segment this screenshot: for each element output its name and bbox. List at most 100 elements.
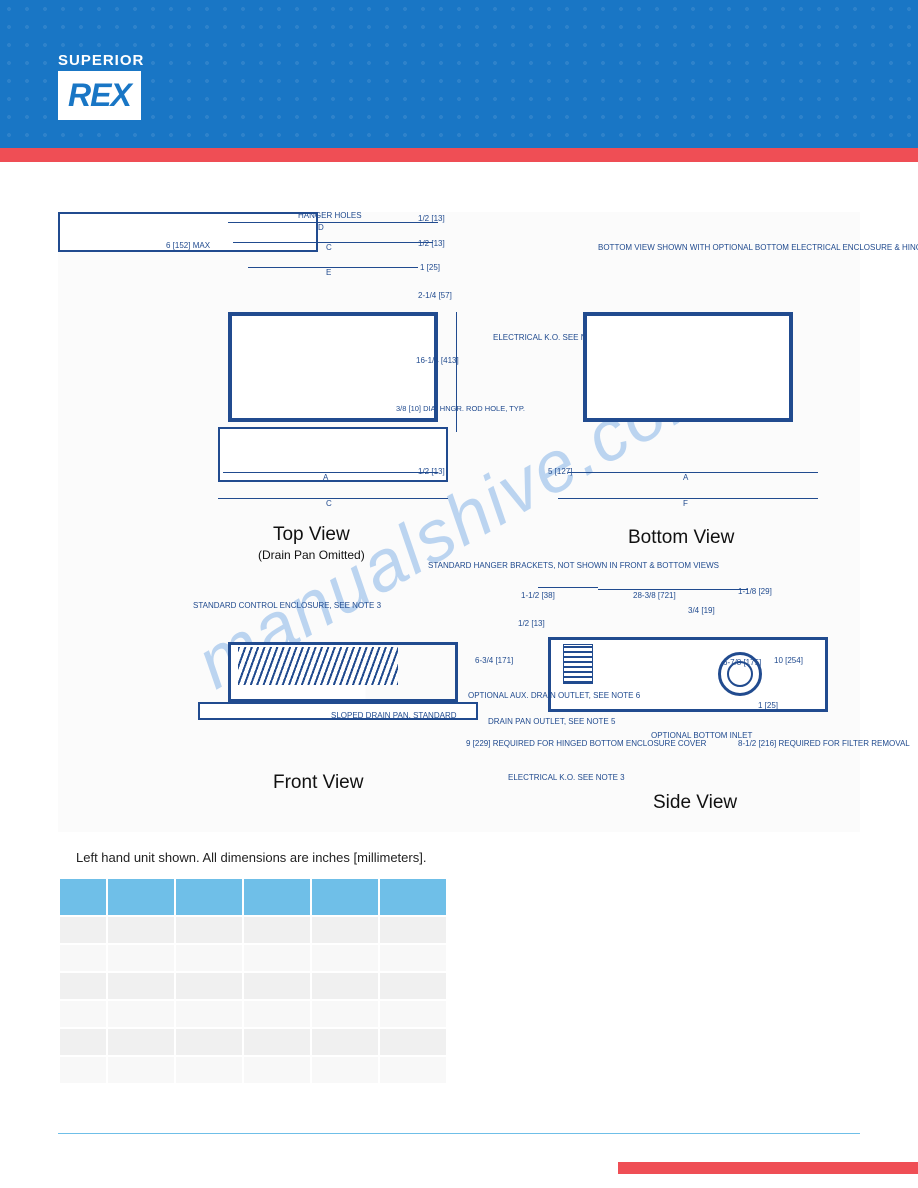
label-3qtr: 3/4 [19]: [688, 607, 715, 616]
label-6max: 6 [152] MAX: [166, 242, 210, 251]
label-6-7-8: 6-7/8 [175]: [723, 659, 761, 668]
top-view-subtitle: (Drain Pan Omitted): [258, 548, 365, 562]
label-c: C: [326, 244, 332, 253]
dim-line: [456, 312, 457, 432]
diagram-area: manualshive.com HANGER HOLES D C E 6 [15…: [58, 212, 860, 832]
label-d: D: [318, 224, 324, 233]
table-cell: [107, 972, 175, 1000]
label-a: A: [323, 474, 328, 483]
side-view-title: Side View: [653, 792, 737, 814]
bottom-view-title: Bottom View: [628, 527, 734, 549]
top-view-title: Top View (Drain Pan Omitted): [258, 524, 365, 562]
table-cell: [243, 916, 311, 944]
table-row: [59, 944, 447, 972]
table-cell: [243, 1056, 311, 1084]
table-cell: [59, 1028, 107, 1056]
table-cell: [311, 1028, 379, 1056]
label-filter: 8-1/2 [216] REQUIRED FOR FILTER REMOVAL: [738, 740, 910, 749]
table-cell: [175, 916, 243, 944]
side-view-coil: [563, 644, 593, 684]
label-1half38: 1-1/2 [38]: [521, 592, 555, 601]
table-cell: [175, 944, 243, 972]
dim-line: [233, 242, 433, 243]
label-half-d: 1/2 [13]: [518, 620, 545, 629]
label-half-c: 1/2 [13]: [418, 468, 445, 477]
table-cell: [59, 972, 107, 1000]
table-row: [59, 972, 447, 1000]
table-row: [59, 1028, 447, 1056]
label-28: 28-3/8 [721]: [633, 592, 676, 601]
brand-top-word: SUPERIOR: [58, 52, 144, 69]
table-cell: [243, 1000, 311, 1028]
table-header-row: [59, 878, 447, 916]
table-cell: [379, 972, 447, 1000]
label-f: F: [683, 500, 688, 509]
table-cell: [243, 1028, 311, 1056]
table-cell: [59, 944, 107, 972]
table-cell: [243, 972, 311, 1000]
label-hanger-brk: STANDARD HANGER BRACKETS, NOT SHOWN IN F…: [428, 562, 719, 571]
label-sloped: SLOPED DRAIN PAN, STANDARD: [331, 712, 457, 721]
table-cell: [311, 916, 379, 944]
page-content: manualshive.com HANGER HOLES D C E 6 [15…: [0, 162, 918, 1085]
brand-name: REX: [68, 77, 131, 113]
table-row: [59, 1056, 447, 1084]
label-hanger: HANGER HOLES: [298, 212, 362, 221]
label-rodhole: 3/8 [10] DIA. HNGR. ROD HOLE, TYP.: [396, 405, 525, 413]
table-cell: [59, 916, 107, 944]
label-1-25b: 1 [25]: [758, 702, 778, 711]
header-accent-bar: [0, 148, 918, 162]
table-cell: [175, 972, 243, 1000]
table-cell: [379, 944, 447, 972]
dim-line: [218, 498, 448, 499]
dim-line: [228, 222, 438, 223]
front-view-coil: [238, 647, 398, 685]
dimensions-table: [58, 877, 448, 1085]
dimensions-note: Left hand unit shown. All dimensions are…: [76, 850, 860, 865]
bottom-view-body: [583, 312, 793, 422]
table-cell: [175, 1000, 243, 1028]
brand-box: REX: [58, 71, 141, 120]
col-5: [379, 878, 447, 916]
label-5-127: 5 [127]: [548, 468, 572, 477]
table-cell: [379, 916, 447, 944]
table-row: [59, 1000, 447, 1028]
dim-line: [223, 472, 438, 473]
label-2qtr: 2-1/4 [57]: [418, 292, 452, 301]
table-cell: [107, 1000, 175, 1028]
label-std-ctrl: STANDARD CONTROL ENCLOSURE, SEE NOTE 3: [193, 602, 381, 611]
table-cell: [107, 1056, 175, 1084]
label-bottom-note: BOTTOM VIEW SHOWN WITH OPTIONAL BOTTOM E…: [598, 244, 918, 253]
label-aux-drain: OPTIONAL AUX. DRAIN OUTLET, SEE NOTE 6: [468, 692, 640, 701]
label-1-1-8: 1-1/8 [29]: [738, 588, 772, 597]
col-1: [107, 878, 175, 916]
dim-line: [538, 587, 598, 588]
table-row: [59, 916, 447, 944]
brand-logo: SUPERIOR REX: [58, 52, 144, 120]
table-cell: [107, 916, 175, 944]
label-e: E: [326, 269, 331, 278]
table-cell: [379, 1056, 447, 1084]
table-cell: [175, 1056, 243, 1084]
footer-accent-bar: [618, 1162, 918, 1174]
label-c2: C: [326, 500, 332, 509]
table-cell: [311, 944, 379, 972]
label-drain-out: DRAIN PAN OUTLET, SEE NOTE 5: [488, 718, 615, 727]
top-view-lower: [218, 427, 448, 482]
page-header: SUPERIOR REX: [0, 0, 918, 148]
table-cell: [379, 1028, 447, 1056]
col-0: [59, 878, 107, 916]
footer-rule: [58, 1133, 860, 1134]
label-one25: 1 [25]: [420, 264, 440, 273]
table-cell: [175, 1028, 243, 1056]
label-ko3: ELECTRICAL K.O. SEE NOTE 3: [508, 774, 625, 783]
label-9-229: 9 [229] REQUIRED FOR HINGED BOTTOM ENCLO…: [466, 740, 706, 749]
label-half-b: 1/2 [13]: [418, 240, 445, 249]
table-cell: [59, 1000, 107, 1028]
label-a2: A: [683, 474, 688, 483]
table-cell: [311, 1000, 379, 1028]
dim-line: [248, 267, 418, 268]
table-cell: [379, 1000, 447, 1028]
table-cell: [243, 944, 311, 972]
label-16qtr: 16-1/4 [413]: [416, 357, 459, 366]
